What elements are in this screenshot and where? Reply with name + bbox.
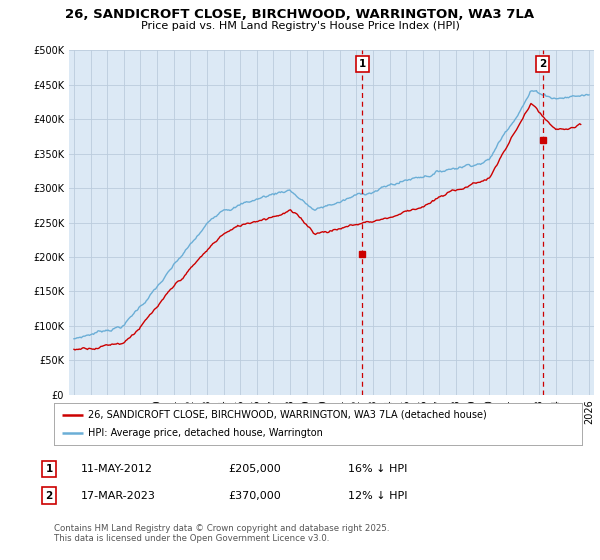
Text: Contains HM Land Registry data © Crown copyright and database right 2025.
This d: Contains HM Land Registry data © Crown c… — [54, 524, 389, 543]
Text: Price paid vs. HM Land Registry's House Price Index (HPI): Price paid vs. HM Land Registry's House … — [140, 21, 460, 31]
Text: HPI: Average price, detached house, Warrington: HPI: Average price, detached house, Warr… — [88, 428, 323, 438]
Text: 16% ↓ HPI: 16% ↓ HPI — [348, 464, 407, 474]
Text: 26, SANDICROFT CLOSE, BIRCHWOOD, WARRINGTON, WA3 7LA: 26, SANDICROFT CLOSE, BIRCHWOOD, WARRING… — [65, 8, 535, 21]
Text: 1: 1 — [46, 464, 53, 474]
Text: £370,000: £370,000 — [228, 491, 281, 501]
Text: 11-MAY-2012: 11-MAY-2012 — [81, 464, 153, 474]
Text: 17-MAR-2023: 17-MAR-2023 — [81, 491, 156, 501]
Text: 26, SANDICROFT CLOSE, BIRCHWOOD, WARRINGTON, WA3 7LA (detached house): 26, SANDICROFT CLOSE, BIRCHWOOD, WARRING… — [88, 410, 487, 420]
Text: 2: 2 — [46, 491, 53, 501]
Text: 2: 2 — [539, 59, 546, 69]
Text: £205,000: £205,000 — [228, 464, 281, 474]
Text: 1: 1 — [359, 59, 366, 69]
Text: 12% ↓ HPI: 12% ↓ HPI — [348, 491, 407, 501]
